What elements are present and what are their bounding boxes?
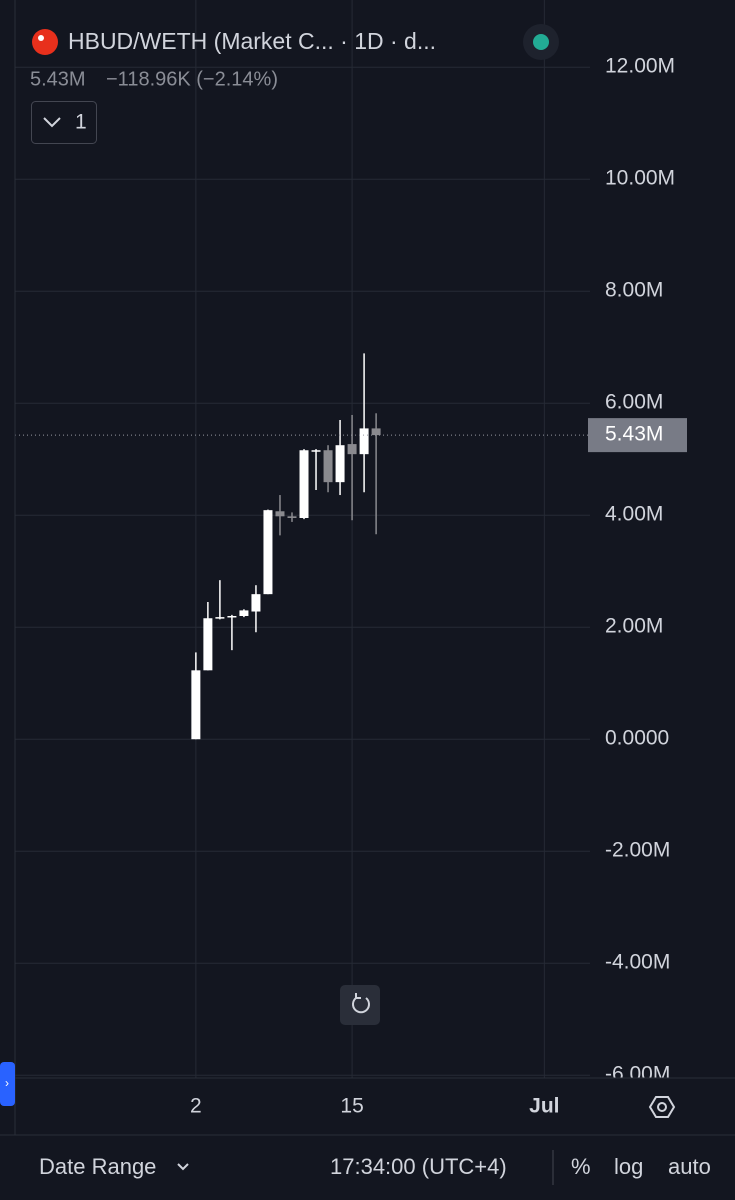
- tab-arrow: ›: [5, 1076, 9, 1090]
- symbol-title[interactable]: HBUD/WETH (Market C... · 1D · d...: [68, 28, 436, 54]
- y-tick-label: 4.00M: [605, 503, 663, 526]
- candle-body: [371, 428, 381, 436]
- y-tick-label: -4.00M: [605, 951, 670, 974]
- indicator-toggle[interactable]: [31, 101, 97, 144]
- y-tick-label: 0.0000: [605, 727, 669, 750]
- candle-body: [359, 428, 369, 455]
- candle-body: [299, 450, 309, 518]
- reset-icon: [352, 993, 370, 1014]
- side-panel-tab[interactable]: [0, 1062, 15, 1106]
- candle-body: [347, 444, 357, 455]
- settings-center: [657, 1102, 667, 1112]
- log-toggle[interactable]: log: [614, 1154, 643, 1179]
- candle-body: [323, 450, 333, 483]
- token-icon-eye: [38, 35, 44, 41]
- candle-body: [215, 617, 225, 619]
- candle-body: [251, 594, 261, 612]
- y-tick-label: 6.00M: [605, 391, 663, 414]
- y-tick-label: 10.00M: [605, 167, 675, 190]
- y-tick-label: 2.00M: [605, 615, 663, 638]
- chevron-icon: [43, 117, 61, 128]
- candle-body: [227, 616, 237, 618]
- candle-body: [239, 610, 249, 616]
- x-tick-label: Jul: [529, 1095, 559, 1118]
- y-tick-label: 12.00M: [605, 55, 675, 78]
- x-tick-label: 15: [340, 1095, 363, 1118]
- indicator-count: 1: [75, 111, 87, 134]
- y-tick-label: -6.00M: [605, 1063, 670, 1086]
- candle-body: [335, 445, 345, 483]
- y-tick-label: -2.00M: [605, 839, 670, 862]
- candle-body: [203, 618, 213, 671]
- percent-toggle[interactable]: %: [571, 1154, 591, 1179]
- auto-toggle[interactable]: auto: [668, 1154, 711, 1179]
- reset-button[interactable]: [340, 985, 380, 1025]
- date-range-chevron: [177, 1163, 189, 1171]
- price-label-box: [588, 418, 687, 453]
- candle-body: [311, 450, 321, 452]
- candle-body: [287, 516, 297, 518]
- last-price: 5.43M: [30, 68, 86, 90]
- candle-body: [191, 670, 201, 740]
- candle-body: [263, 510, 273, 595]
- settings-icon[interactable]: [648, 1096, 676, 1118]
- status-dot: [533, 34, 549, 50]
- price-label: 5.43M: [605, 423, 663, 446]
- y-tick-label: 8.00M: [605, 279, 663, 302]
- x-tick-label: 2: [190, 1095, 202, 1118]
- clock[interactable]: 17:34:00 (UTC+4): [330, 1154, 507, 1179]
- candle-body: [275, 511, 285, 517]
- date-range-button[interactable]: Date Range: [39, 1154, 156, 1179]
- price-change: −118.96K (−2.14%): [106, 68, 278, 90]
- token-icon: [32, 29, 58, 55]
- settings-hexagon: [648, 1096, 676, 1118]
